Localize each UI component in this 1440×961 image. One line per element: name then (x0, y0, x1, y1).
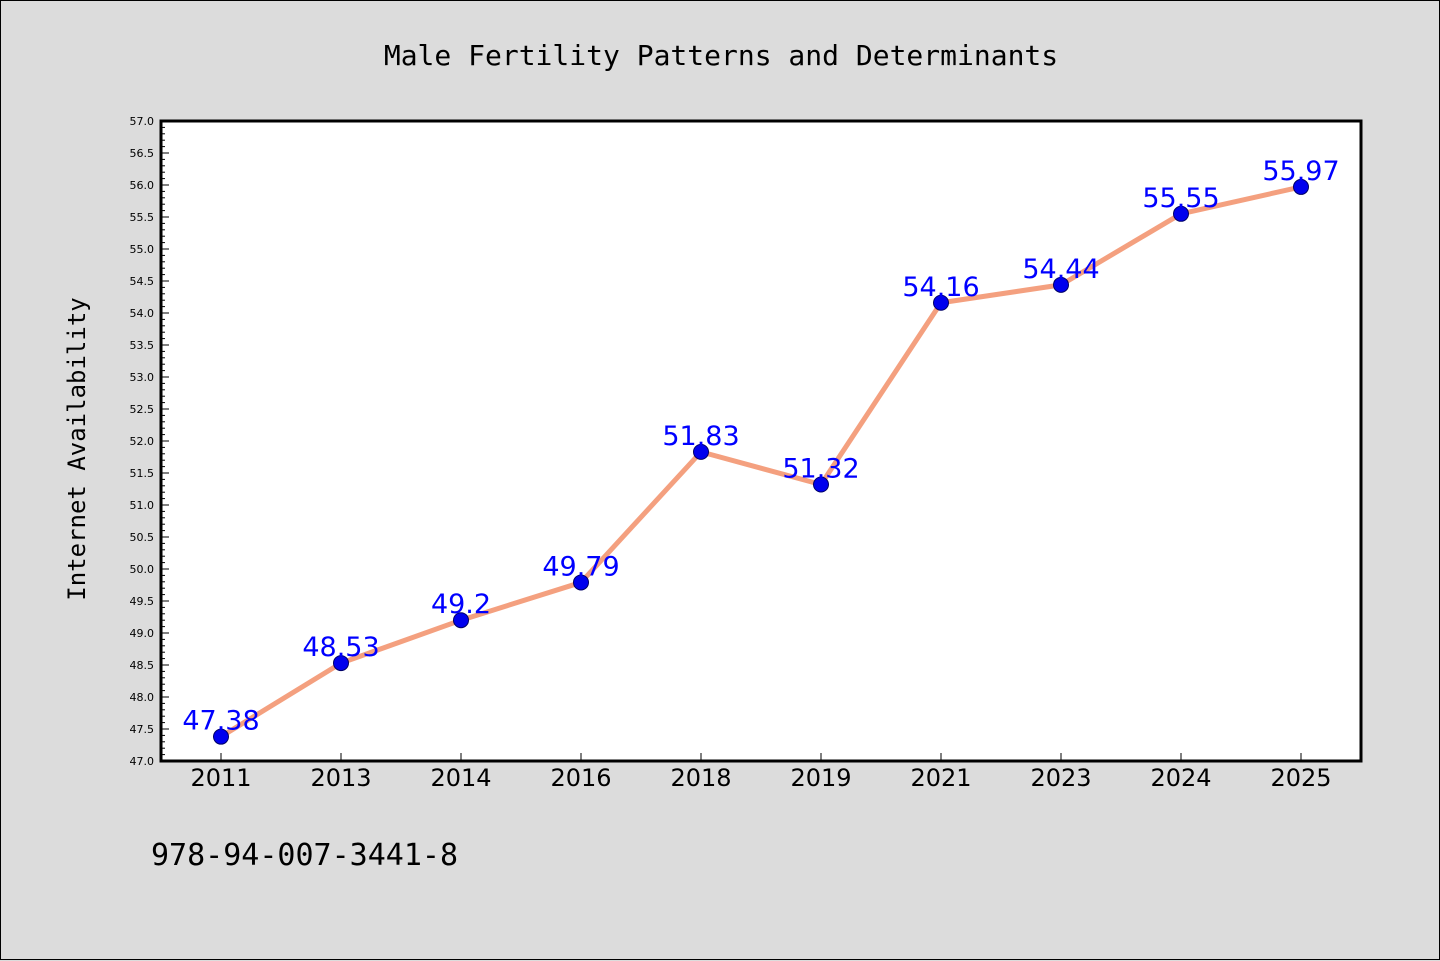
data-point (933, 294, 949, 311)
x-tick-label: 2011 (190, 764, 251, 792)
data-label: 54.16 (902, 272, 979, 303)
data-label: 51.32 (782, 454, 859, 485)
y-tick-label: 50.5 (130, 531, 155, 544)
data-label: 55.55 (1142, 183, 1219, 214)
x-tick-label: 2025 (1270, 764, 1331, 792)
x-tick-label: 2018 (670, 764, 731, 792)
data-label: 55.97 (1262, 156, 1339, 187)
y-tick-label: 54.0 (130, 307, 155, 320)
series-line (218, 184, 1304, 740)
y-tick-label: 47.0 (130, 755, 155, 768)
y-tick-label: 48.5 (130, 659, 155, 672)
y-tick-label: 56.5 (130, 147, 155, 160)
series-layer: 47.38 48.53 49.2 49.79 51.83 51.32 54.16 54.44 5… (182, 156, 1340, 745)
y-tick-label: 55.0 (130, 243, 155, 256)
data-label: 49.79 (542, 551, 619, 582)
data-point (333, 655, 349, 672)
data-label: 54.44 (1022, 254, 1099, 285)
y-tick-label: 53.5 (130, 339, 155, 352)
y-tick-label: 51.0 (130, 499, 155, 512)
data-label: 51.83 (662, 421, 739, 452)
x-tick-label: 2023 (1030, 764, 1091, 792)
chart-title: Male Fertility Patterns and Determinants (384, 39, 1058, 72)
y-tick-label: 54.5 (130, 275, 155, 288)
x-tick-label: 2016 (550, 764, 611, 792)
data-point (453, 612, 469, 629)
y-tick-label: 51.5 (130, 467, 155, 480)
y-tick-label: 50.0 (130, 563, 155, 576)
x-tick-label: 2014 (430, 764, 491, 792)
y-tick-label: 47.5 (130, 723, 155, 736)
data-point (1173, 205, 1189, 222)
y-tick-label: 52.5 (130, 403, 155, 416)
y-axis-ticks: 47.0 47.5 48.0 48.5 49.0 49.5 50.0 50.5 51.0 51.5… (130, 115, 169, 768)
isbn-footer: 978-94-007-3441-8 (151, 838, 458, 873)
data-point (693, 443, 709, 460)
y-tick-label: 53.0 (130, 371, 155, 384)
data-point (1053, 276, 1069, 293)
data-label: 49.2 (431, 589, 491, 620)
data-point (813, 476, 829, 493)
data-point (1293, 178, 1309, 195)
y-tick-label: 49.5 (130, 595, 155, 608)
x-tick-label: 2024 (1150, 764, 1211, 792)
x-tick-label: 2019 (790, 764, 851, 792)
data-label: 47.38 (182, 706, 259, 737)
y-axis-label: Internet Availability (63, 297, 91, 600)
y-tick-label: 57.0 (130, 115, 155, 128)
y-tick-label: 48.0 (130, 691, 155, 704)
data-point (213, 728, 229, 745)
data-label: 48.53 (302, 632, 379, 663)
y-tick-label: 49.0 (130, 627, 155, 640)
y-tick-label: 55.5 (130, 211, 155, 224)
x-tick-label: 2013 (310, 764, 371, 792)
y-tick-label: 52.0 (130, 435, 155, 448)
y-tick-label: 56.0 (130, 179, 155, 192)
data-point (573, 574, 589, 591)
x-tick-label: 2021 (910, 764, 971, 792)
x-axis-ticks: 2011 2013 2014 2016 2018 2019 2021 2023 2024 2025 (190, 753, 1332, 792)
